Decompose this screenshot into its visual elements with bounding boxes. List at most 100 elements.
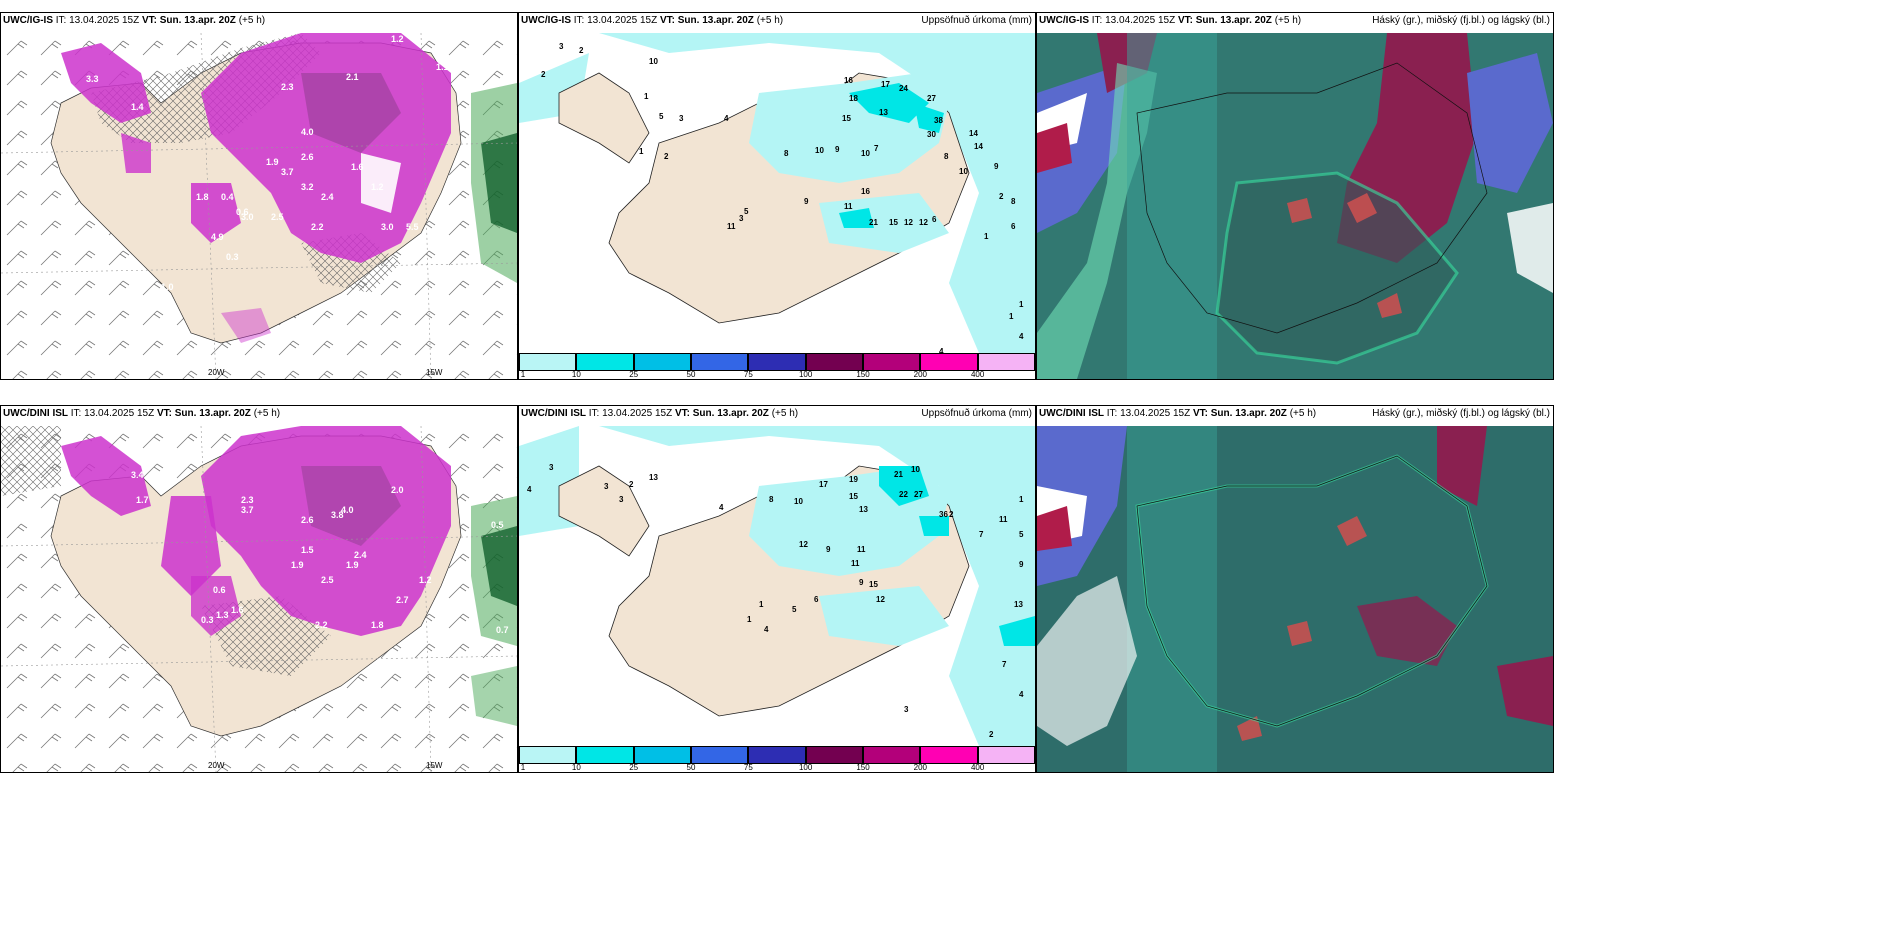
map-value-label: 17 bbox=[819, 480, 828, 489]
map-value-label: 6 bbox=[1011, 222, 1016, 231]
colorbar-label: 150 bbox=[856, 370, 870, 379]
map-value-label: 11 bbox=[999, 515, 1008, 524]
map-value-label: 4.9 bbox=[211, 232, 224, 242]
colorbar-label: 400 bbox=[970, 370, 985, 379]
colorbar-swatch bbox=[977, 353, 1035, 371]
map-value-label: 12 bbox=[876, 595, 885, 604]
map-value-label: 18 bbox=[849, 94, 858, 103]
precip-map: 3 4 1 3 2 3 13 4 8 10 17 19 15 21 22 27 13 36 12 9 11 11 9 15 12… bbox=[519, 426, 1035, 759]
map-value-label: 3.3 bbox=[86, 74, 99, 84]
panel-title: UWC/IG-IS IT: 13.04.2025 15Z VT: Sun. 13… bbox=[1039, 15, 1302, 26]
map-value-label: 14 bbox=[969, 129, 978, 138]
map-value-label: 7 bbox=[874, 144, 879, 153]
colorbar-swatch bbox=[519, 353, 577, 371]
map-value-label: 3.4 bbox=[131, 470, 144, 480]
map-value-label: 21 bbox=[869, 218, 878, 227]
map-value-label: 8 bbox=[944, 152, 949, 161]
map-value-label: 2.6 bbox=[301, 515, 314, 525]
map-value-label: 0.3 bbox=[226, 252, 239, 262]
map-value-label: 1.7 bbox=[136, 495, 149, 505]
map-value-label: 10 bbox=[861, 149, 870, 158]
colorbar-label: 200 bbox=[913, 370, 928, 379]
map-value-label: 21 bbox=[894, 470, 903, 479]
map-panel-bottom-mid: UWC/DINI ISL IT: 13.04.2025 15Z VT: Sun.… bbox=[518, 405, 1036, 773]
map-value-label: 0.3 bbox=[201, 615, 214, 625]
map-value-label: 1.5 bbox=[301, 545, 314, 555]
colorbar-swatch bbox=[691, 353, 749, 371]
map-value-label: 6 bbox=[814, 595, 819, 604]
map-value-label: 3 bbox=[549, 463, 554, 472]
map-value-label: 8 bbox=[784, 149, 789, 158]
map-value-label: 8 bbox=[1011, 197, 1016, 206]
map-value-label: 30 bbox=[927, 130, 936, 139]
map-value-label: 9 bbox=[994, 162, 999, 171]
map-value-label: 2.1 bbox=[346, 72, 359, 82]
colorbar-label: 25 bbox=[629, 763, 639, 772]
map-value-label: 4 bbox=[724, 114, 729, 123]
map-value-label: 24 bbox=[899, 84, 908, 93]
map-value-label: 2.3 bbox=[241, 495, 254, 505]
colorbar-label: 10 bbox=[571, 370, 581, 379]
lon-label: 20W bbox=[208, 761, 225, 770]
map-value-label: 1.6 bbox=[231, 605, 244, 615]
map-value-label: 9 bbox=[804, 197, 809, 206]
map-value-label: 3 bbox=[604, 482, 609, 491]
map-value-label: 2.4 bbox=[354, 550, 367, 560]
map-value-label: 2 bbox=[629, 480, 634, 489]
colorbar-label: 1 bbox=[520, 763, 526, 772]
precip-colorbar: 1 10 25 50 75 100 150 200 400 bbox=[519, 353, 1035, 379]
map-value-label: 1.1 bbox=[436, 62, 449, 72]
map-value-label: 1.0 bbox=[161, 282, 174, 292]
map-value-label: 11 bbox=[851, 559, 860, 568]
lon-label: 15W bbox=[426, 368, 443, 377]
map-value-label: 5 bbox=[792, 605, 797, 614]
map-value-label: 1 bbox=[639, 147, 644, 156]
map-panel-bottom-right: UWC/DINI ISL IT: 13.04.2025 15Z VT: Sun.… bbox=[1036, 405, 1554, 773]
map-value-label: 3.0 bbox=[381, 222, 394, 232]
precip-map: 3 2 1 2 10 5 3 4 1 2 16 18 17 24 27 13 15 38 30 14 14 8 10 9 10 7… bbox=[519, 33, 1035, 376]
colorbar-swatch bbox=[805, 746, 863, 764]
map-value-label: 36 bbox=[939, 510, 948, 519]
map-panel-top-left: UWC/IG-IS IT: 13.04.2025 15Z VT: Sun. 13… bbox=[0, 12, 518, 380]
map-value-label: 7 bbox=[1002, 660, 1007, 669]
colorbar-label: 1 bbox=[520, 370, 526, 379]
map-value-label: 13 bbox=[649, 473, 658, 482]
map-value-label: 1.9 bbox=[291, 560, 304, 570]
map-value-label: 1.9 bbox=[346, 560, 359, 570]
map-value-label: 1.8 bbox=[196, 192, 209, 202]
map-value-label: 3 bbox=[619, 495, 624, 504]
map-value-label: 11 bbox=[727, 222, 736, 231]
panel-title: UWC/DINI ISL IT: 13.04.2025 15Z VT: Sun.… bbox=[521, 408, 799, 419]
map-value-label: 1 bbox=[1009, 312, 1014, 321]
map-value-label: 1.2 bbox=[371, 182, 384, 192]
colorbar-label: 10 bbox=[571, 763, 581, 772]
map-value-label: 1.2 bbox=[391, 34, 404, 44]
map-value-label: 12 bbox=[799, 540, 808, 549]
colorbar-swatch bbox=[748, 746, 806, 764]
map-value-label: 2.2 bbox=[315, 620, 328, 630]
map-value-label: 16 bbox=[844, 76, 853, 85]
map-value-label: 9 bbox=[826, 545, 831, 554]
map-value-label: 27 bbox=[927, 94, 936, 103]
map-value-label: 1 bbox=[747, 615, 752, 624]
map-value-label: 2.5 bbox=[271, 212, 284, 222]
snow-map: 0.5 1.2 3.3 1.4 2.3 4.0 3.7 2.6 1.6 1.2 3.2 2.4 1.9 3… bbox=[1, 33, 517, 379]
map-value-label: 27 bbox=[914, 490, 923, 499]
map-value-label: 3 bbox=[904, 705, 909, 714]
map-value-label: 38 bbox=[934, 116, 943, 125]
map-value-label: 15 bbox=[849, 492, 858, 501]
map-value-label: 3.7 bbox=[281, 167, 294, 177]
map-value-label: 0.7 bbox=[496, 625, 509, 635]
map-value-label: 4 bbox=[1019, 690, 1024, 699]
colorbar-label: 75 bbox=[743, 370, 753, 379]
map-value-label: 12 bbox=[919, 218, 928, 227]
map-value-label: 1.3 bbox=[216, 610, 229, 620]
map-value-label: 2.4 bbox=[321, 192, 334, 202]
map-value-label: 13 bbox=[859, 505, 868, 514]
map-value-label: 5.5 bbox=[406, 222, 419, 232]
colorbar-swatch bbox=[633, 746, 691, 764]
map-panel-bottom-left: UWC/DINI ISL IT: 13.04.2025 15Z VT: Sun.… bbox=[0, 405, 518, 773]
map-value-label: 3.2 bbox=[301, 182, 314, 192]
map-value-label: 10 bbox=[911, 465, 920, 474]
map-value-label: 4 bbox=[939, 347, 944, 356]
